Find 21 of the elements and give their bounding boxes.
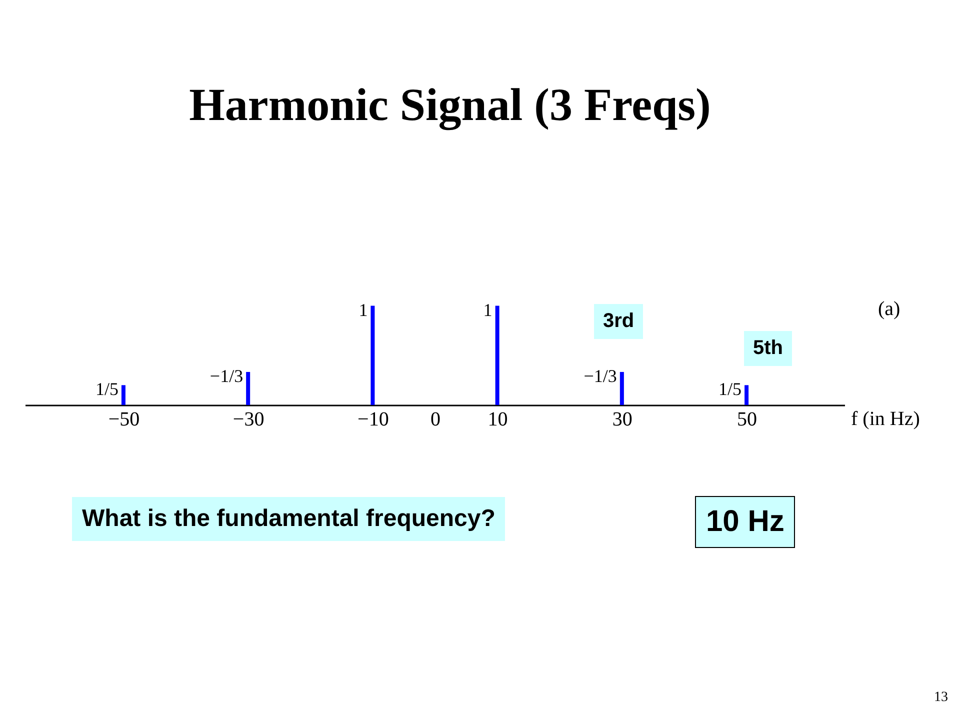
text: What is the fundamental frequency? (72, 497, 506, 541)
chart-title: Harmonic Signal (3 Freqs) (188, 78, 712, 131)
annotation: 1/5 (718, 379, 742, 400)
x-axis-title: f (in Hz) (851, 408, 920, 431)
annotation: 3rd (594, 304, 644, 339)
annotation: 5th (744, 331, 792, 366)
annotation: 1 (483, 300, 492, 320)
x-tick-label: 0 (430, 408, 440, 430)
text: 10 Hz (695, 496, 796, 548)
x-tick-label: 30 (612, 408, 632, 430)
text: 13 (934, 690, 948, 706)
x-tick-label: 10 (488, 408, 508, 430)
annotation: −1/3 (584, 366, 617, 386)
x-tick-label: −10 (358, 408, 389, 430)
text: (a) (878, 298, 900, 321)
annotation: −1/3 (210, 366, 244, 386)
annotation: 1/5 (95, 379, 118, 400)
x-tick-label: −30 (232, 408, 264, 430)
x-tick-label: 50 (737, 408, 758, 430)
annotation: 1 (358, 300, 368, 320)
x-tick-label: −50 (108, 408, 140, 430)
